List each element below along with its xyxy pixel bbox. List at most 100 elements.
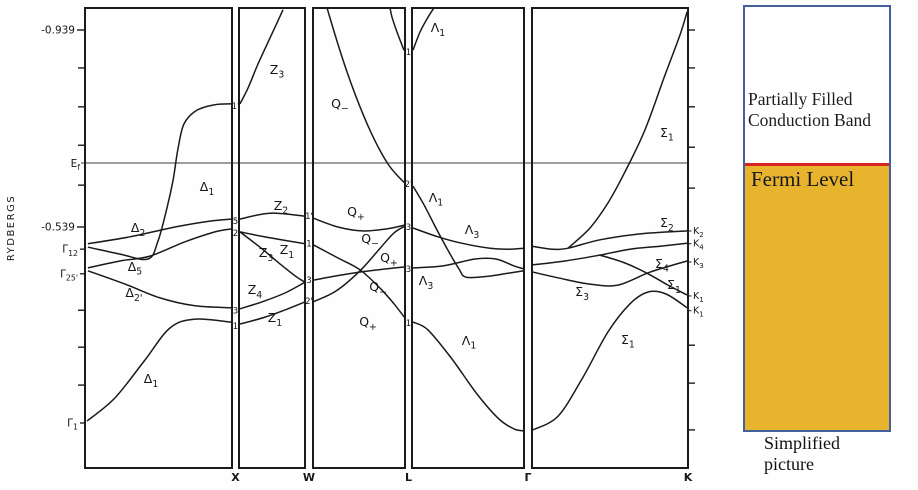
y-axis-title: RYDBERGS — [6, 195, 17, 261]
band-label: Z4 — [248, 282, 263, 301]
panel-outline-4 — [411, 7, 525, 469]
band-curve-Q− — [312, 225, 406, 303]
edge-level-label-K: K3 — [693, 257, 704, 270]
panel-bands-2 — [239, 9, 306, 325]
band-label: Q+ — [347, 204, 365, 223]
band-curve-Λ1 — [412, 185, 525, 279]
simplified-picture-caption: Simplified picture — [764, 433, 840, 474]
band-label: Q− — [331, 96, 349, 115]
band-curve-Δ1 — [87, 103, 232, 261]
edge-level-label-X: 2 — [233, 229, 238, 239]
band-label: Q+ — [359, 314, 377, 333]
band-label: Δ1 — [144, 371, 159, 390]
panel-bands-3 — [312, 7, 406, 319]
edge-level-label-X: 3 — [233, 307, 238, 317]
band-curve-Σ2 — [531, 230, 688, 251]
edge-level-label-W: 2' — [305, 297, 313, 307]
edge-level-label-L: 1 — [406, 319, 411, 329]
conduction-band-label: Partially Filled Conduction Band — [748, 89, 871, 130]
band-curve-Λ1 — [412, 321, 525, 432]
band-label: Z3 — [270, 62, 285, 81]
gamma-level-label: Γ12 — [62, 244, 78, 258]
band-curve-Σ4 — [531, 242, 688, 266]
gamma-level-label: Γ1 — [67, 418, 78, 432]
band-curve-Δ2' — [87, 270, 232, 309]
band-label: Z1 — [268, 310, 283, 329]
gamma-level-label: Γ25' — [60, 268, 78, 282]
band-curve-Δ2 — [87, 218, 232, 245]
conduction-band-region: Partially Filled Conduction Band — [745, 7, 889, 163]
band-curve-Σ1 — [567, 11, 688, 249]
edge-level-label-K: K1 — [693, 291, 704, 304]
band-label: Σ1 — [667, 277, 681, 296]
band-curve-Z4 — [239, 281, 306, 310]
band-curve-Λ1 — [412, 7, 435, 51]
band-label: Q− — [369, 279, 387, 298]
edge-level-label-K: K2 — [693, 226, 704, 239]
band-label: Δ2' — [125, 285, 142, 304]
band-curve-Z1 — [239, 301, 306, 325]
band-curve-Q− — [312, 244, 406, 319]
band-label: Λ3 — [465, 222, 480, 241]
band-label: Σ3 — [575, 284, 589, 303]
band-curve-Z3 — [239, 9, 284, 105]
band-label: Z2 — [274, 198, 289, 217]
band-curve-Q+ — [312, 266, 406, 281]
band-curve-Q+ — [312, 217, 406, 232]
simplified-band-box: Partially Filled Conduction Band Fermi L… — [743, 5, 891, 432]
panel-bands-5 — [531, 11, 688, 431]
band-label: Δ1 — [200, 179, 215, 198]
band-label: Q− — [361, 231, 379, 250]
band-curve-Z3 — [239, 231, 306, 283]
band-curve-Λ3 — [412, 227, 525, 250]
band-label: Λ3 — [419, 273, 434, 292]
band-label: Λ1 — [431, 20, 446, 39]
band-curve-Σ3 — [531, 260, 688, 287]
edge-level-label-L: 3 — [406, 223, 411, 233]
band-curve-Q− — [326, 7, 406, 184]
band-curve-unlabeled — [389, 7, 405, 51]
fermi-level-red-line — [745, 163, 889, 166]
panel-outline-3 — [312, 7, 406, 469]
panel-bands-1 — [86, 103, 232, 422]
edge-level-label-X: 5 — [233, 217, 238, 227]
band-structure-figure: Δ2Δ1Δ5Δ2'Δ1Z3Z2Z1Z3Z4Z1Q−Q+Q−Q+Q−Q+Λ1Λ1Λ… — [6, 7, 704, 484]
fermi-level-label: Fermi Level — [751, 167, 855, 191]
x-axis-label-L: L — [405, 471, 412, 484]
filled-band-region: Fermi Level — [745, 166, 889, 430]
x-axis-label-Γ: Γ — [524, 471, 531, 484]
band-label: Δ5 — [128, 259, 143, 278]
band-curve-Δ1 — [86, 318, 232, 422]
band-label: Δ2 — [131, 220, 145, 239]
band-curve-Λ3 — [412, 257, 525, 270]
y-axis-tick-label: -0.539 — [41, 222, 75, 234]
edge-level-label-W: 1 — [306, 240, 311, 250]
panel-outline-5 — [531, 7, 689, 469]
panel-outline-1 — [84, 7, 233, 469]
band-curve-Σ1 — [599, 254, 688, 296]
band-curve-Z1 — [239, 231, 306, 245]
panel-outline-2 — [238, 7, 306, 469]
band-label: Z1 — [280, 242, 295, 261]
band-label: Σ2 — [660, 215, 674, 234]
x-axis-label-W: W — [303, 471, 315, 484]
edge-level-label-L: 2' — [405, 180, 413, 190]
band-label: Λ1 — [429, 190, 444, 209]
band-label: Σ1 — [660, 125, 674, 144]
edge-level-label-L: 1 — [406, 48, 411, 58]
edge-level-label-K: K1 — [693, 306, 704, 319]
y-axis-tick-label: -0.939 — [41, 25, 75, 37]
band-label: Σ4 — [655, 256, 669, 275]
x-axis-label-K: K — [684, 471, 693, 484]
band-curve-Δ5 — [87, 228, 232, 269]
x-axis-label-X: X — [231, 471, 240, 484]
edge-level-label-K: K4 — [693, 239, 704, 252]
band-label: Z3 — [259, 245, 274, 264]
band-curve-Σ1 — [532, 290, 688, 431]
edge-level-label-W: 1' — [305, 212, 313, 222]
edge-level-label-X: 1 — [233, 322, 238, 332]
edge-level-label-W: 3 — [306, 276, 311, 286]
edge-level-label-L: 3 — [406, 265, 411, 275]
edge-level-label-X: 1' — [232, 102, 240, 112]
